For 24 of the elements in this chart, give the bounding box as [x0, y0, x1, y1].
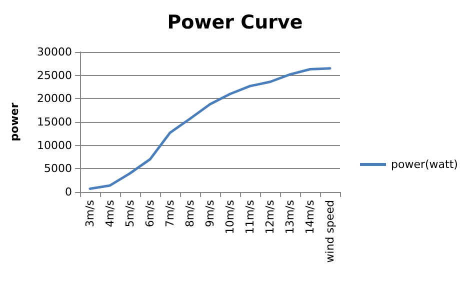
line-series: [88, 67, 332, 190]
y-tick-label: 5000: [44, 162, 72, 176]
y-tick-label: 30000: [37, 46, 72, 58]
y-tick-label: 20000: [37, 92, 72, 106]
legend-label: power(watt): [391, 158, 458, 171]
y-tick-label: 15000: [37, 116, 72, 128]
x-tick-label: 12m/s: [264, 200, 276, 234]
x-tick-label: 6m/s: [144, 200, 156, 228]
x-tick-label: 9m/s: [204, 200, 216, 228]
x-tick-label: 3m/s: [84, 200, 96, 228]
x-tick-label: 7m/s: [164, 200, 176, 228]
y-tick-label: 10000: [37, 138, 72, 152]
y-axis-title: power: [8, 102, 21, 142]
y-tick-label: 25000: [37, 68, 72, 82]
x-tick-label: 5m/s: [124, 200, 136, 228]
y-tick-label: 0: [65, 186, 72, 198]
x-tick-label: 11m/s: [244, 200, 256, 234]
x-tick-label: 8m/s: [184, 200, 196, 228]
x-tick-label: 14m/s: [304, 200, 316, 234]
x-tick-label: 10m/s: [224, 200, 236, 234]
chart-title: Power Curve: [167, 12, 303, 34]
x-tick-label: wind speed: [324, 200, 336, 263]
x-tick-label: 4m/s: [104, 200, 116, 228]
x-tick-label: 13m/s: [284, 200, 296, 234]
